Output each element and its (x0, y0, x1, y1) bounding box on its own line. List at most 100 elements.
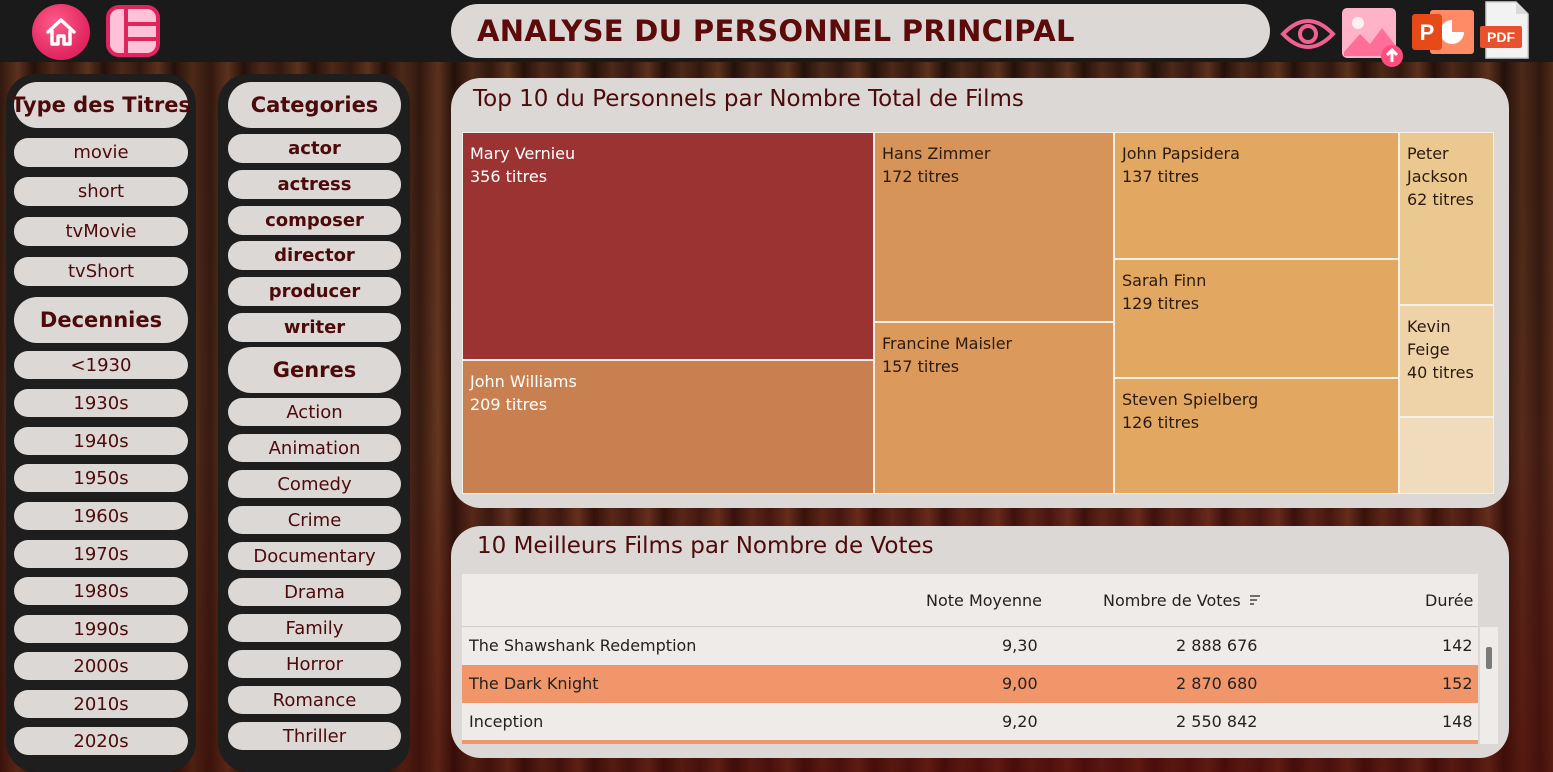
treemap-cell-other[interactable] (1399, 417, 1494, 494)
filter-decade-1940s[interactable]: 1940s (14, 427, 188, 455)
cell-duree: 152 (1442, 674, 1473, 693)
column-header-note[interactable]: Note Moyenne (926, 591, 1042, 610)
filter-category-director[interactable]: director (228, 241, 401, 270)
treemap-cell-name: Sarah Finn (1122, 271, 1207, 290)
treemap-cell-hans-zimmer[interactable]: Hans Zimmer 172 titres (874, 132, 1114, 322)
table-row[interactable]: The Shawshank Redemption 9,30 2 888 676 … (462, 627, 1478, 665)
home-button[interactable] (32, 4, 90, 60)
filter-genre-thriller[interactable]: Thriller (228, 722, 401, 750)
treemap-cell-peter-jackson[interactable]: Peter Jackson 62 titres (1399, 132, 1494, 305)
column-header-duree[interactable]: Durée (1425, 591, 1474, 610)
table-row[interactable]: Inception 9,20 2 550 842 148 (462, 703, 1478, 741)
treemap-cell-sarah-finn[interactable]: Sarah Finn 129 titres (1114, 259, 1399, 378)
filter-category-composer[interactable]: composer (228, 206, 401, 235)
filter-decade-pre1930[interactable]: <1930 (14, 351, 188, 379)
pdf-icon[interactable]: PDF (1480, 0, 1532, 60)
cell-note: 9,20 (1002, 712, 1038, 731)
treemap-cell-name: Kevin Feige (1407, 317, 1451, 359)
table-header-row: Note Moyenne Nombre de Votes Durée (462, 574, 1478, 627)
treemap-cell-value: 40 titres (1407, 363, 1474, 382)
table-title: 10 Meilleurs Films par Nombre de Votes (477, 533, 934, 559)
filter-decade-1990s[interactable]: 1990s (14, 615, 188, 643)
films-table: Note Moyenne Nombre de Votes Durée The S… (462, 574, 1478, 744)
filter-category-writer[interactable]: writer (228, 313, 401, 342)
cell-title: Inception (469, 712, 544, 731)
cell-votes: 2 550 842 (1176, 712, 1258, 731)
filter-genre-animation[interactable]: Animation (228, 434, 401, 462)
treemap-cell-john-williams[interactable]: John Williams 209 titres (462, 360, 874, 494)
layout-icon[interactable] (106, 5, 160, 57)
filter-genre-crime[interactable]: Crime (228, 506, 401, 534)
categories-header: Categories (228, 82, 401, 128)
filter-genre-drama[interactable]: Drama (228, 578, 401, 606)
powerpoint-icon[interactable]: P (1412, 8, 1476, 56)
genres-header: Genres (228, 347, 401, 393)
treemap-cell-name: Steven Spielberg (1122, 390, 1259, 409)
filter-genre-comedy[interactable]: Comedy (228, 470, 401, 498)
filter-category-actor[interactable]: actor (228, 134, 401, 163)
filter-type-tvshort[interactable]: tvShort (14, 257, 188, 286)
filter-genre-action[interactable]: Action (228, 398, 401, 426)
treemap-cell-john-papsidera[interactable]: John Papsidera 137 titres (1114, 132, 1399, 259)
cell-title: The Shawshank Redemption (469, 636, 697, 655)
type-titres-header: Type des Titres (11, 82, 191, 128)
cell-note: 9,30 (1002, 636, 1038, 655)
filter-decade-1970s[interactable]: 1970s (14, 540, 188, 568)
filter-decade-2010s[interactable]: 2010s (14, 690, 188, 718)
treemap-cell-value: 157 titres (882, 357, 960, 376)
eye-icon[interactable] (1280, 14, 1336, 54)
treemap-cell-kevin-feige[interactable]: Kevin Feige 40 titres (1399, 305, 1494, 417)
table-scrollbar[interactable] (1480, 627, 1498, 744)
table-scrollbar-thumb[interactable] (1486, 647, 1492, 669)
table-row-partial (462, 740, 1478, 744)
filter-decade-1960s[interactable]: 1960s (14, 502, 188, 530)
filter-type-tvmovie[interactable]: tvMovie (14, 217, 188, 246)
filter-genre-family[interactable]: Family (228, 614, 401, 642)
filter-genre-romance[interactable]: Romance (228, 686, 401, 714)
treemap-chart: Mary Vernieu 356 titres John Williams 20… (462, 132, 1494, 494)
page-title-pill: ANALYSE DU PERSONNEL PRINCIPAL (451, 4, 1270, 58)
treemap-cell-francine-maisler[interactable]: Francine Maisler 157 titres (874, 322, 1114, 494)
cell-title: The Dark Knight (469, 674, 599, 693)
top-bar: ANALYSE DU PERSONNEL PRINCIPAL P PDF (0, 0, 1553, 67)
filter-decade-1980s[interactable]: 1980s (14, 577, 188, 605)
filter-category-producer[interactable]: producer (228, 277, 401, 306)
treemap-cell-name: Hans Zimmer (882, 144, 991, 163)
filter-genre-horror[interactable]: Horror (228, 650, 401, 678)
filter-decade-2000s[interactable]: 2000s (14, 652, 188, 680)
filter-category-actress[interactable]: actress (228, 170, 401, 199)
home-icon (46, 18, 76, 46)
filter-type-short[interactable]: short (14, 177, 188, 206)
table-row[interactable]: The Dark Knight 9,00 2 870 680 152 (462, 665, 1478, 703)
filter-decade-1930s[interactable]: 1930s (14, 389, 188, 417)
treemap-cell-name: Francine Maisler (882, 334, 1013, 353)
filter-decade-1950s[interactable]: 1950s (14, 464, 188, 492)
treemap-cell-steven-spielberg[interactable]: Steven Spielberg 126 titres (1114, 378, 1399, 494)
cell-duree: 148 (1442, 712, 1473, 731)
treemap-cell-mary-vernieu[interactable]: Mary Vernieu 356 titres (462, 132, 874, 360)
cell-note: 9,00 (1002, 674, 1038, 693)
cell-duree: 142 (1442, 636, 1473, 655)
powerpoint-label: P (1420, 20, 1435, 45)
treemap-cell-value: 356 titres (470, 167, 548, 186)
filter-type-movie[interactable]: movie (14, 138, 188, 167)
column-header-votes[interactable]: Nombre de Votes (1103, 591, 1261, 610)
treemap-title: Top 10 du Personnels par Nombre Total de… (473, 86, 1024, 112)
cell-votes: 2 870 680 (1176, 674, 1258, 693)
treemap-cell-value: 126 titres (1122, 413, 1200, 432)
filter-genre-documentary[interactable]: Documentary (228, 542, 401, 570)
treemap-cell-name: John Papsidera (1122, 144, 1240, 163)
treemap-cell-value: 129 titres (1122, 294, 1200, 313)
treemap-cell-name: Peter Jackson (1407, 144, 1468, 186)
decennies-header: Decennies (14, 297, 188, 343)
sort-descending-icon[interactable] (1249, 594, 1261, 606)
pdf-label: PDF (1487, 29, 1515, 45)
image-upload-icon[interactable] (1340, 6, 1408, 70)
treemap-cell-name: John Williams (470, 372, 577, 391)
cell-votes: 2 888 676 (1176, 636, 1258, 655)
treemap-cell-value: 62 titres (1407, 190, 1474, 209)
treemap-cell-name: Mary Vernieu (470, 144, 576, 163)
filter-decade-2020s[interactable]: 2020s (14, 727, 188, 755)
column-header-votes-label: Nombre de Votes (1103, 591, 1241, 610)
treemap-cell-value: 137 titres (1122, 167, 1200, 186)
